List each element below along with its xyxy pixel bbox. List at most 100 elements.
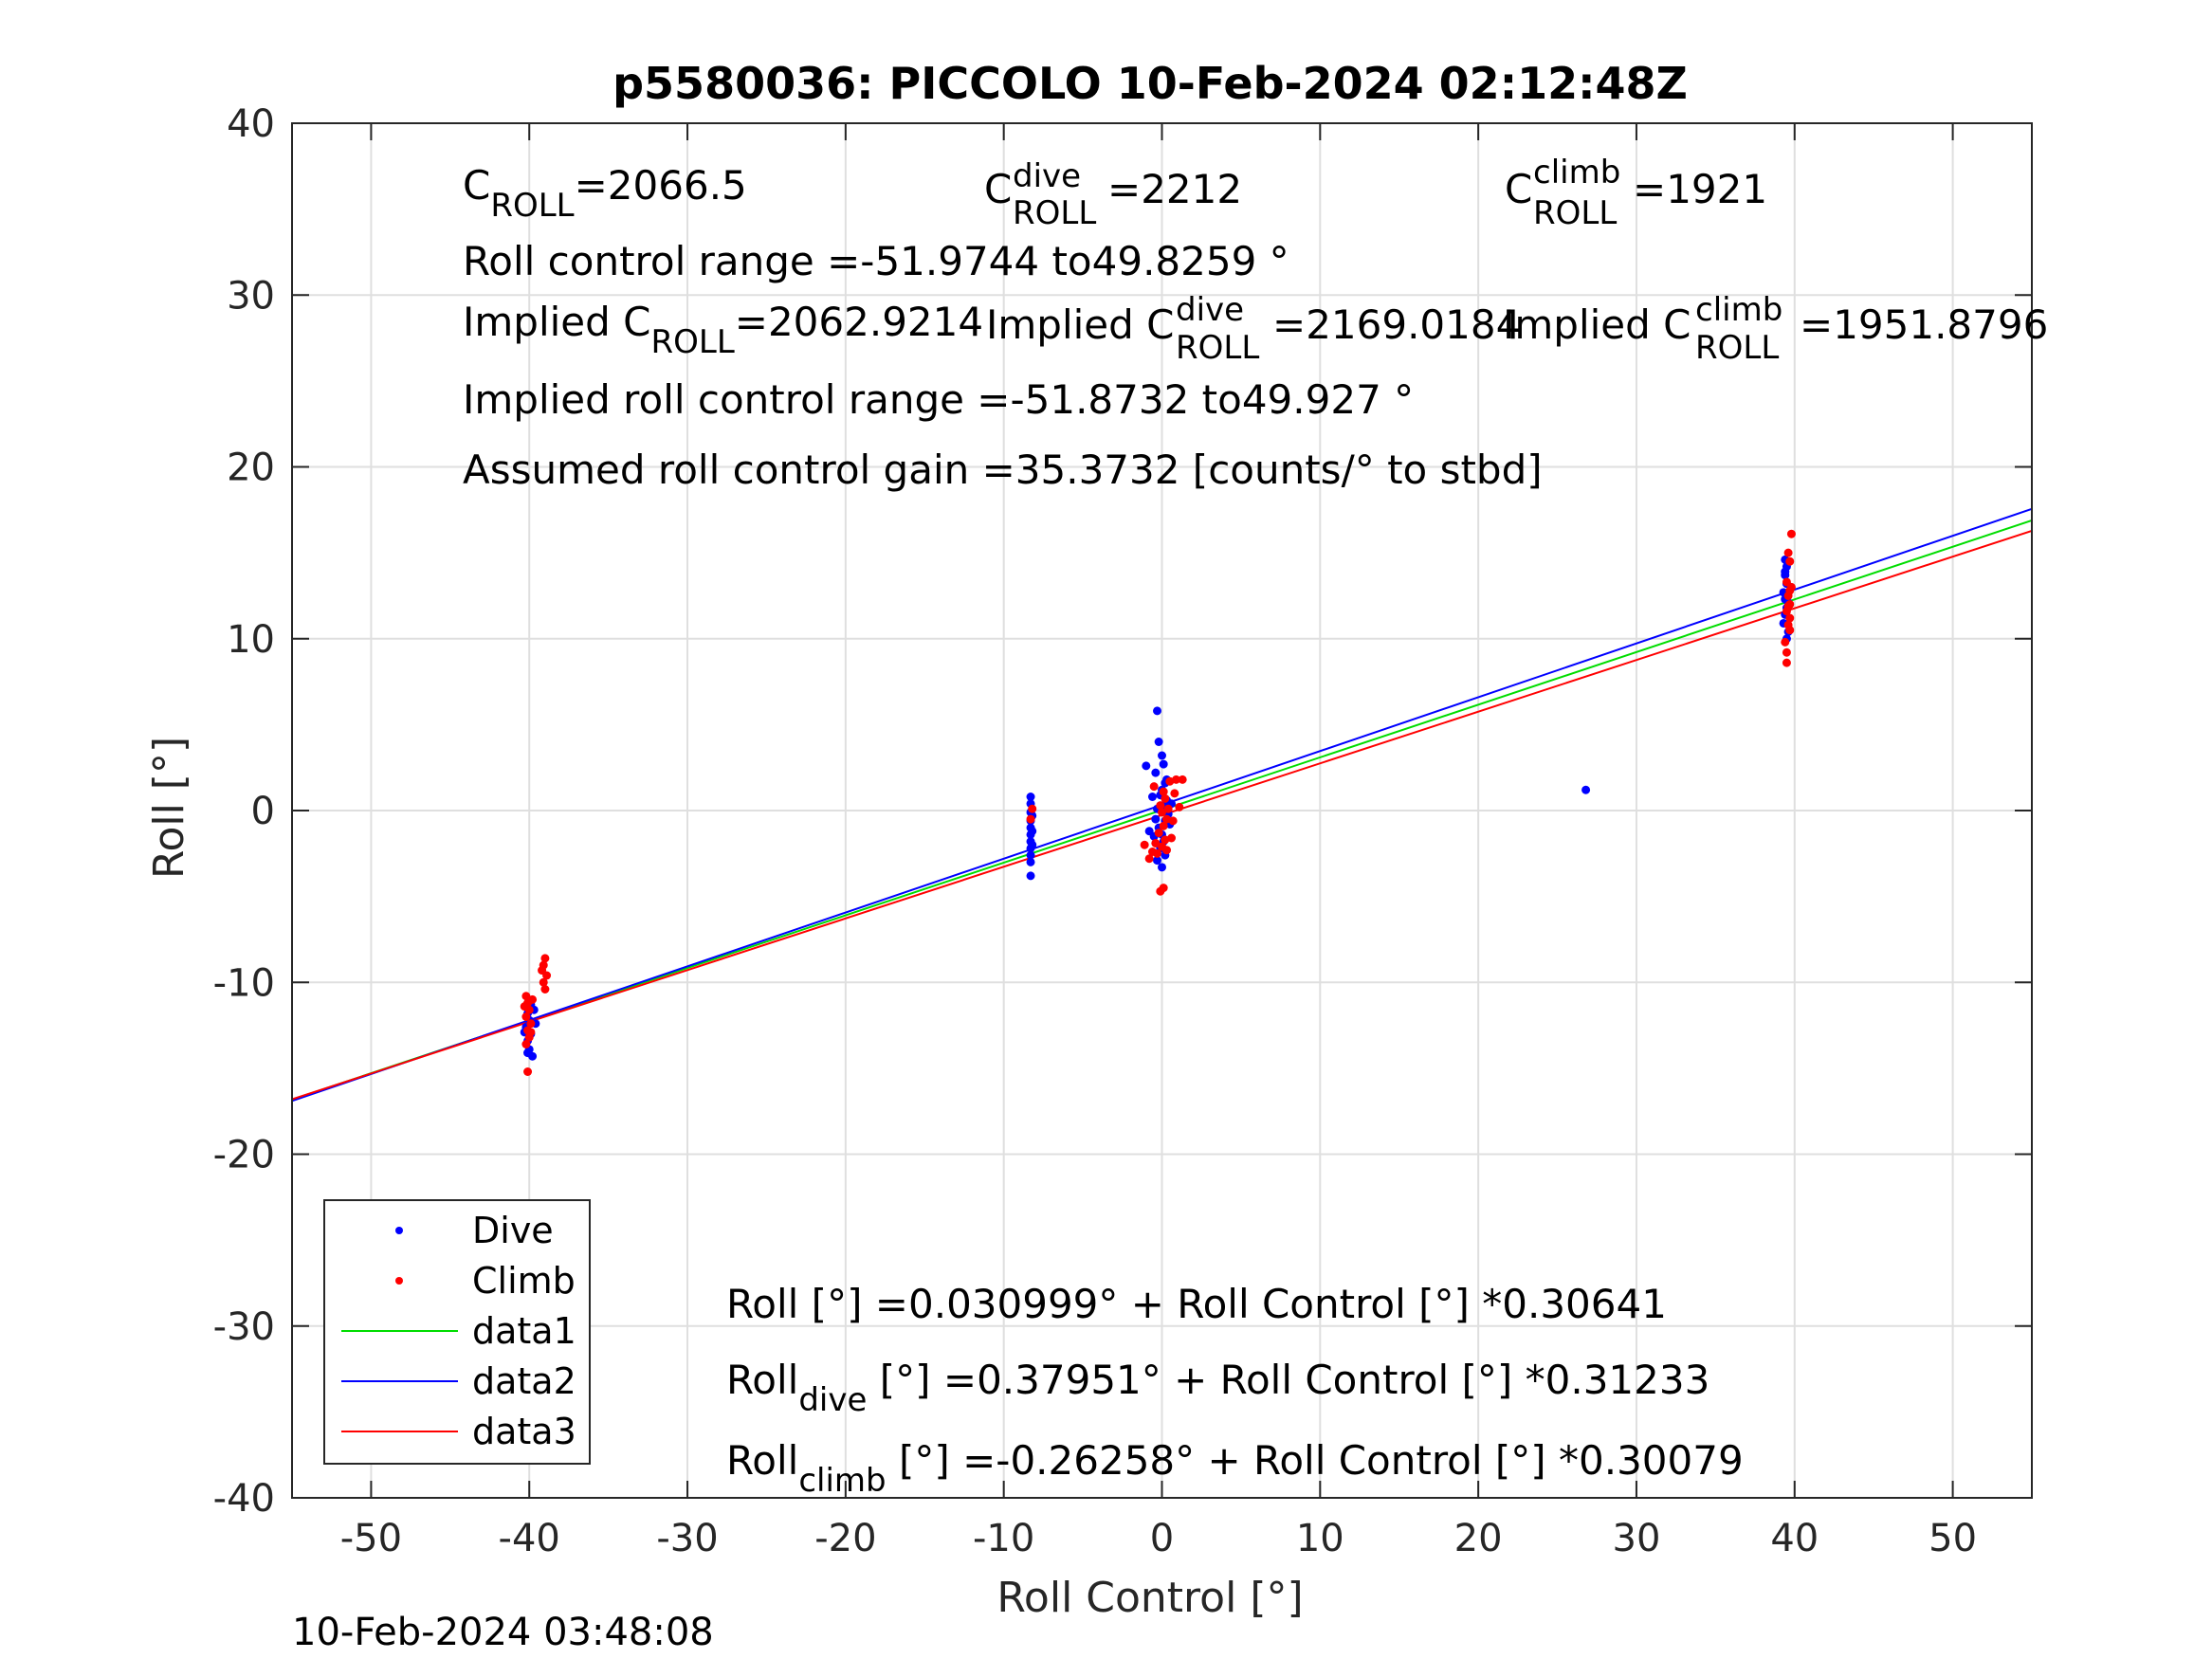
annotation-implied-range: Implied roll control range =-51.8732 to4… — [463, 376, 1414, 423]
dive-point — [1026, 857, 1035, 866]
climb-point — [523, 1067, 533, 1076]
y-axis-label: Roll [°] — [145, 737, 193, 879]
climb-point — [521, 1040, 531, 1048]
annotation-croll-dive-sub: ROLL — [1013, 194, 1096, 232]
annotation-implied-croll-dive-sub: ROLL — [1176, 329, 1259, 367]
climb-point — [1170, 789, 1179, 798]
annotation-croll-dive-value: =2212 — [1107, 166, 1242, 212]
climb-point — [1156, 886, 1165, 896]
climb-point — [1156, 801, 1165, 811]
annotation-implied-croll-climb-value: =1951.8796 — [1800, 301, 2048, 348]
climb-point — [539, 977, 548, 987]
climb-point — [1785, 626, 1795, 635]
climb-point — [1785, 613, 1795, 623]
x-tick-label: 20 — [1454, 1517, 1503, 1560]
climb-point — [1165, 776, 1175, 786]
dive-point — [1158, 863, 1166, 872]
y-tick-label: 30 — [227, 274, 275, 318]
annotation-croll-climb-sub: ROLL — [1533, 194, 1617, 232]
annotation-implied-croll-climb-sub: ROLL — [1695, 329, 1779, 367]
y-axis-ticks: -40 -30 -20 -10 0 10 20 30 40 — [213, 102, 2032, 1521]
climb-point — [540, 954, 550, 963]
dive-point — [1028, 840, 1037, 849]
climb-point — [1785, 556, 1795, 566]
climb-point — [1159, 787, 1168, 796]
climb-point — [1175, 802, 1184, 811]
legend-data1-label: data1 — [472, 1310, 576, 1352]
dive-point — [1026, 871, 1035, 881]
x-tick-label: -30 — [656, 1517, 718, 1560]
climb-point — [1140, 840, 1149, 849]
climb-point — [1782, 658, 1791, 667]
annotation-fit-all: Roll [°] =0.030999° + Roll Control [°] *… — [726, 1281, 1667, 1327]
y-tick-label: -30 — [213, 1305, 275, 1349]
dive-point — [523, 1048, 533, 1058]
x-axis-label: Roll Control [°] — [996, 1574, 1303, 1622]
legend-dive-marker — [395, 1227, 403, 1234]
annotation-implied-croll-climb-sup: climb — [1695, 291, 1782, 329]
dive-point — [1151, 814, 1161, 824]
climb-point — [1786, 529, 1796, 538]
y-tick-label: 0 — [251, 790, 275, 833]
plot-frame — [291, 122, 2033, 1499]
climb-point — [1783, 548, 1793, 557]
climb-point — [1149, 782, 1159, 792]
annotation-croll-climb-sup: climb — [1533, 154, 1620, 191]
climb-point — [1167, 833, 1177, 843]
x-tick-label: 40 — [1770, 1517, 1819, 1560]
climb-point — [1151, 838, 1161, 848]
x-tick-label: 50 — [1929, 1517, 1977, 1560]
annotation-roll-control-range: Roll control range =-51.9744 to49.8259 ° — [463, 238, 1289, 284]
data-points — [520, 529, 1796, 1076]
climb-point — [1028, 804, 1037, 813]
dive-point — [1026, 793, 1035, 801]
x-tick-label: 10 — [1296, 1517, 1344, 1560]
annotation-implied-croll-dive: Implied C — [986, 301, 1174, 348]
dive-point — [1781, 567, 1790, 576]
dive-point — [1152, 856, 1161, 866]
y-tick-label: 20 — [227, 447, 275, 490]
dive-point — [1154, 738, 1163, 746]
climb-point — [1154, 829, 1163, 838]
climb-point — [1783, 601, 1793, 611]
x-tick-label: 0 — [1150, 1517, 1174, 1560]
legend-climb-marker — [395, 1277, 403, 1285]
annotation-croll-dive: C — [984, 166, 1012, 212]
chart-title: p5580036: PICCOLO 10-Feb-2024 02:12:48Z — [612, 58, 1688, 109]
dive-point — [1158, 751, 1166, 760]
y-tick-label: 40 — [227, 102, 275, 146]
y-tick-label: -20 — [213, 1134, 275, 1177]
dive-point — [1028, 827, 1037, 836]
climb-point — [1147, 848, 1157, 856]
legend-dive-label: Dive — [472, 1210, 554, 1251]
climb-point — [1159, 821, 1168, 830]
x-tick-label: 30 — [1613, 1517, 1661, 1560]
climb-point — [540, 985, 550, 994]
annotation-fit-dive: Rolldive [°] =0.37951° + Roll Control [°… — [726, 1357, 1709, 1419]
annotation-implied-croll-dive-sup: dive — [1176, 291, 1244, 329]
y-tick-label: -40 — [213, 1477, 275, 1521]
dive-point — [1142, 761, 1151, 771]
legend: Dive Climb data1 data2 data3 — [323, 1199, 591, 1465]
annotation-gain: Assumed roll control gain =35.3732 [coun… — [463, 447, 1543, 493]
x-tick-label: -40 — [499, 1517, 560, 1560]
climb-point — [1178, 775, 1187, 784]
climb-point — [542, 971, 552, 980]
climb-point — [526, 1028, 536, 1037]
x-tick-label: -20 — [814, 1517, 876, 1560]
annotation-implied-croll-dive-value: =2169.0184 — [1272, 301, 1521, 348]
climb-point — [1161, 793, 1170, 803]
legend-data3-label: data3 — [472, 1411, 576, 1452]
dive-point — [1152, 706, 1161, 716]
y-tick-label: 10 — [227, 618, 275, 662]
climb-point — [1144, 854, 1154, 864]
climb-point — [1158, 808, 1166, 817]
climb-point — [1781, 637, 1790, 647]
climb-point — [1162, 846, 1172, 855]
annotation-croll-climb: C — [1505, 166, 1532, 212]
x-axis-ticks: -50 -40 -30 -20 -10 0 10 20 30 40 50 — [340, 123, 1977, 1560]
dive-point — [1026, 850, 1035, 860]
annotation-fit-climb: Rollclimb [°] =-0.26258° + Roll Control … — [726, 1437, 1744, 1500]
legend-climb-label: Climb — [472, 1260, 576, 1302]
dive-point — [1581, 785, 1591, 794]
